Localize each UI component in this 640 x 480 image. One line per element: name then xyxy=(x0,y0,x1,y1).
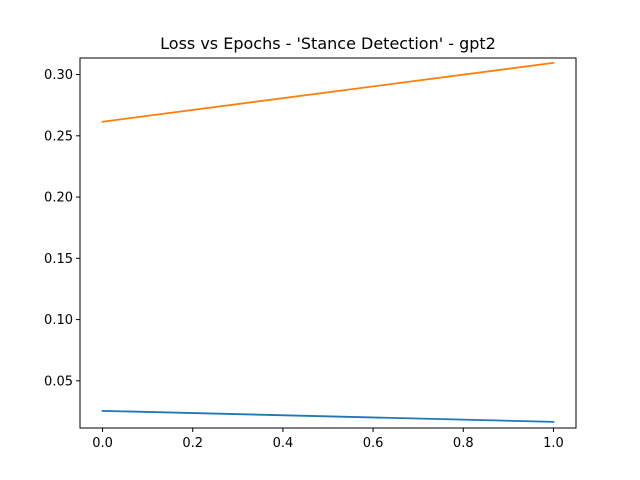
series-lines xyxy=(101,61,555,423)
y-tick-label: 0.20 xyxy=(44,191,73,206)
x-tick-label: 0.2 xyxy=(182,436,203,451)
x-tick-label: 0.0 xyxy=(92,436,113,451)
x-tick-label: 0.8 xyxy=(453,436,474,451)
chart-title: Loss vs Epochs - 'Stance Detection' - gp… xyxy=(160,34,496,53)
x-tick-label: 1.0 xyxy=(543,436,564,451)
y-tick-label: 0.15 xyxy=(44,252,73,267)
series-line-1 xyxy=(101,409,555,423)
axis-ticks: 0.0 0.2 0.4 0.6 0.8 1.0 0.05 0.10 0.15 0.20 0.25 0.… xyxy=(44,68,564,451)
plot-area-frame xyxy=(79,57,577,429)
y-tick-label: 0.25 xyxy=(44,129,73,144)
series-line-2 xyxy=(101,61,555,123)
y-tick-label: 0.05 xyxy=(44,374,73,389)
x-tick-label: 0.4 xyxy=(273,436,294,451)
y-tick-label: 0.30 xyxy=(44,68,73,83)
x-tick-label: 0.6 xyxy=(363,436,384,451)
y-tick-label: 0.10 xyxy=(44,313,73,328)
